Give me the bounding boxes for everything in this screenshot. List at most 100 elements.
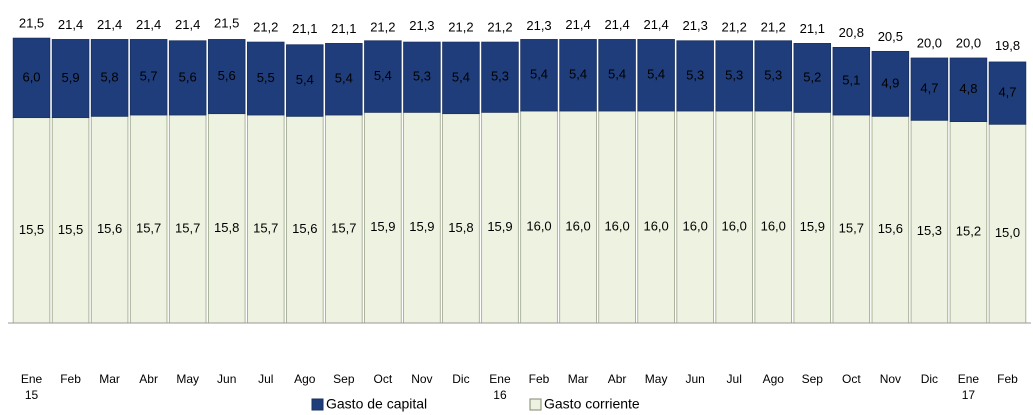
bar-segment <box>286 115 324 324</box>
bar-segment <box>481 41 519 113</box>
bar-segment <box>364 111 402 324</box>
total-label: 21,4 <box>565 17 590 32</box>
bar-segment <box>325 114 363 324</box>
total-label: 21,2 <box>253 20 278 35</box>
value-label: 15,7 <box>253 220 278 235</box>
x-tick-label: Nov <box>411 372 432 386</box>
value-label: 5,4 <box>608 67 626 82</box>
bar-segment <box>598 110 636 324</box>
x-tick-label: Ene 15 <box>21 372 43 402</box>
value-label: 5,4 <box>530 67 548 82</box>
value-label: 15,2 <box>956 224 981 239</box>
bar-segment <box>793 111 832 324</box>
bar-segment <box>988 61 1027 125</box>
bar-segment <box>871 50 910 117</box>
total-label: 20,0 <box>917 35 942 50</box>
bar-segment <box>793 43 832 113</box>
bar-segment <box>325 43 363 116</box>
bar-segment <box>637 39 675 112</box>
bar-segment <box>559 39 597 112</box>
value-label: 15,8 <box>214 220 239 235</box>
bar-segment <box>832 47 871 116</box>
x-tick-label: Abr <box>139 372 158 386</box>
x-tick-label: May <box>176 372 199 386</box>
total-label: 21,2 <box>370 20 395 35</box>
value-label: 5,3 <box>686 67 704 82</box>
bar-segment <box>442 113 480 324</box>
bar-segment <box>559 110 597 324</box>
x-tick-label: Ene 17 <box>958 372 980 402</box>
value-label: 5,4 <box>335 71 353 86</box>
value-label: 5,4 <box>647 67 665 82</box>
x-tick-label: Sep <box>802 372 824 386</box>
bar-segment <box>481 111 519 324</box>
total-label: 21,1 <box>292 21 317 36</box>
bar-segment <box>676 110 714 324</box>
x-tick-label: Ago <box>294 372 316 386</box>
x-tick-label: Sep <box>333 372 355 386</box>
x-tick-label: Abr <box>608 372 627 386</box>
value-label: 15,5 <box>19 222 44 237</box>
bar-segment <box>832 114 871 324</box>
value-label: 4,9 <box>881 75 899 90</box>
bar-segment <box>598 39 636 112</box>
value-label: 5,6 <box>218 68 236 83</box>
x-tick-label: Jun <box>685 372 704 386</box>
value-label: 16,0 <box>643 218 668 233</box>
x-tick-label: Feb <box>997 372 1018 386</box>
bar-segment <box>520 39 558 112</box>
value-label: 5,9 <box>62 70 80 85</box>
x-tick-label: Feb <box>529 372 550 386</box>
value-label: 15,9 <box>800 219 825 234</box>
bar-segment <box>247 41 285 116</box>
total-label: 20,8 <box>839 25 864 40</box>
value-label: 15,9 <box>370 219 395 234</box>
x-tick-label: Jun <box>217 372 236 386</box>
total-label: 21,4 <box>97 17 122 32</box>
value-label: 5,4 <box>374 68 392 83</box>
value-label: 5,1 <box>842 73 860 88</box>
bar-segment <box>871 115 910 324</box>
bar-segment <box>247 114 285 324</box>
x-tick-label: Feb <box>60 372 81 386</box>
total-label: 20,0 <box>956 35 981 50</box>
value-label: 15,7 <box>839 220 864 235</box>
bar-segment <box>12 37 51 119</box>
total-label: 21,3 <box>683 18 708 33</box>
total-label: 21,4 <box>175 17 200 32</box>
value-label: 5,4 <box>452 69 470 84</box>
bar-segment <box>90 39 129 117</box>
bar-segment <box>520 110 558 324</box>
total-label: 21,2 <box>448 20 473 35</box>
value-label: 5,7 <box>140 69 158 84</box>
value-label: 5,8 <box>101 69 119 84</box>
bar-segment <box>910 57 949 121</box>
total-label: 21,2 <box>722 20 747 35</box>
value-label: 6,0 <box>22 69 40 84</box>
value-label: 5,4 <box>569 67 587 82</box>
value-label: 5,3 <box>491 69 509 84</box>
bar-segment <box>637 110 675 324</box>
bar-segment <box>754 40 792 112</box>
total-label: 19,8 <box>995 38 1020 53</box>
value-label: 15,5 <box>58 222 83 237</box>
total-label: 21,5 <box>19 16 44 31</box>
bar-segment <box>949 57 988 122</box>
legend-label: Gasto corriente <box>544 396 640 412</box>
value-label: 4,8 <box>959 81 977 96</box>
total-label: 21,4 <box>604 17 629 32</box>
legend-swatch <box>311 398 324 411</box>
bar-segment <box>207 39 246 115</box>
bar-segment <box>286 44 324 117</box>
value-label: 16,0 <box>526 218 551 233</box>
total-label: 21,4 <box>136 17 161 32</box>
value-label: 4,7 <box>920 81 938 96</box>
value-label: 16,0 <box>565 218 590 233</box>
value-label: 15,3 <box>917 223 942 238</box>
total-label: 21,2 <box>487 20 512 35</box>
total-label: 20,5 <box>878 29 903 44</box>
bar-segment <box>364 40 402 113</box>
value-label: 15,6 <box>97 221 122 236</box>
